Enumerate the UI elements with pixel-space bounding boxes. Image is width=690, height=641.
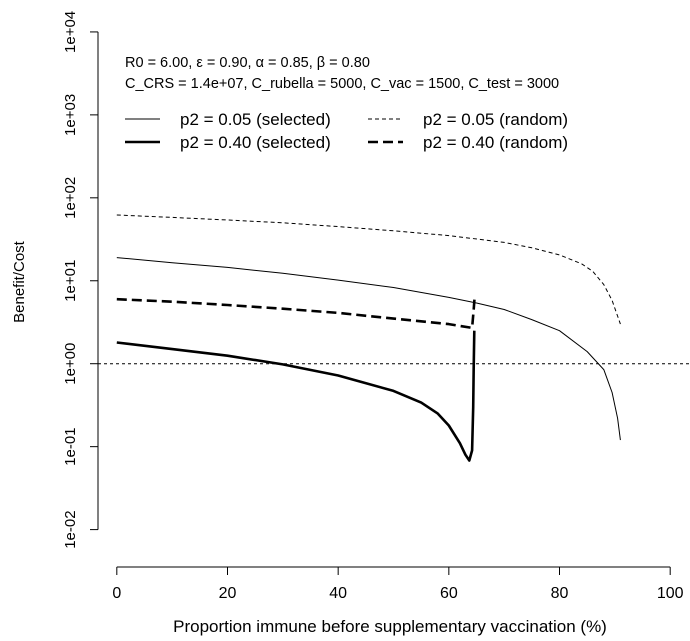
x-tick-label: 40 bbox=[329, 585, 347, 602]
series-layer bbox=[116, 214, 621, 462]
series-line-1 bbox=[116, 214, 621, 325]
x-axis-label: Proportion immune before supplementary v… bbox=[173, 617, 607, 636]
y-tick-label: 1e+03 bbox=[62, 94, 79, 136]
x-tick-label: 80 bbox=[551, 585, 569, 602]
y-tick-label: 1e-02 bbox=[62, 510, 79, 548]
legend-label-2: p2 = 0.40 (selected) bbox=[180, 133, 331, 152]
y-tick-label: 1e+01 bbox=[62, 260, 79, 302]
annotation-layer: R0 = 6.00, ε = 0.90, α = 0.85, β = 0.80 C… bbox=[125, 55, 559, 92]
x-tick-label: 100 bbox=[657, 585, 684, 602]
legend: p2 = 0.05 (selected) p2 = 0.05 (random) p2… bbox=[125, 110, 568, 152]
y-tick-label: 1e+00 bbox=[62, 343, 79, 385]
series-line-0 bbox=[116, 257, 621, 441]
annotation-1: C_CRS = 1.4e+07, C_rubella = 5000, C_vac… bbox=[125, 76, 559, 92]
series-line-2 bbox=[116, 330, 476, 462]
x-tick-label: 20 bbox=[219, 585, 237, 602]
y-tick-label: 1e+04 bbox=[62, 11, 79, 53]
y-axis-label: Benefit/Cost bbox=[11, 240, 28, 323]
legend-label-0: p2 = 0.05 (selected) bbox=[180, 110, 331, 129]
axes: 1e-02 1e-01 1e+00 1e+01 1e+02 1e+03 1e+04 0 20 40… bbox=[62, 11, 684, 602]
x-tick-label: 0 bbox=[112, 585, 121, 602]
legend-label-1: p2 = 0.05 (random) bbox=[423, 110, 568, 129]
legend-label-3: p2 = 0.40 (random) bbox=[423, 133, 568, 152]
x-tick-label: 60 bbox=[440, 585, 458, 602]
y-tick-label: 1e+02 bbox=[62, 177, 79, 219]
annotation-0: R0 = 6.00, ε = 0.90, α = 0.85, β = 0.80 bbox=[125, 55, 370, 71]
y-tick-label: 1e-01 bbox=[62, 427, 79, 465]
series-line-3 bbox=[116, 294, 477, 330]
